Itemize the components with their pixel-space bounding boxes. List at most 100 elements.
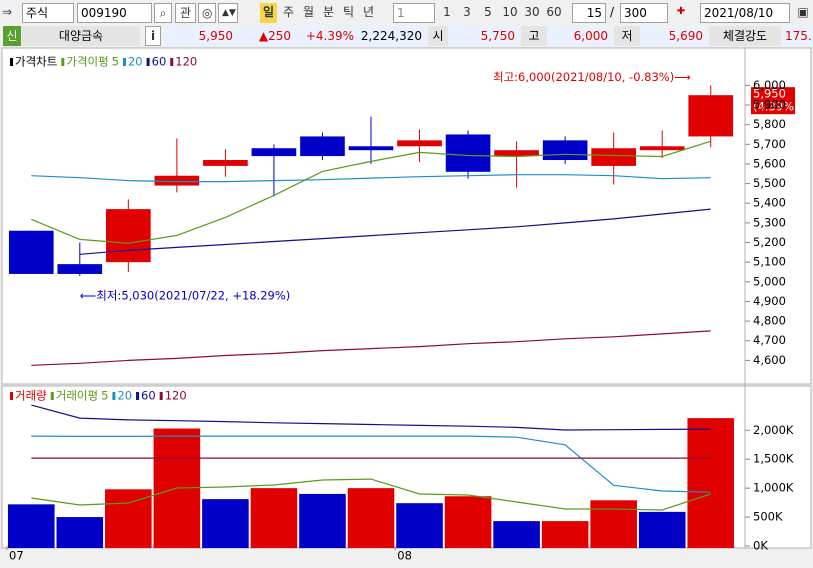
search-button[interactable]: ⌕ (154, 3, 172, 23)
open-label: 시 (428, 26, 448, 46)
last-change: (4.39%) (753, 100, 799, 114)
price: 5,950 (165, 26, 237, 46)
change: ▲250 (238, 26, 295, 46)
volume-bar (7, 504, 55, 548)
count-input[interactable]: 15 (572, 3, 606, 23)
volume-bar (590, 500, 637, 548)
legend-entry: 60 (141, 389, 156, 403)
low: 5,690 (641, 26, 707, 46)
candle-body (57, 264, 103, 274)
y-tick-label: 1,000K (753, 481, 794, 495)
y-tick-label: 1,500K (753, 452, 794, 466)
y-tick-label: 4,800 (753, 314, 786, 328)
strength: 175.5 (782, 26, 813, 46)
total-input[interactable]: 300 (620, 3, 668, 23)
legend-entry: 20 (117, 389, 132, 403)
legend-marker (10, 58, 13, 66)
volume-bar (687, 418, 735, 548)
minute-10[interactable]: 10 (502, 5, 518, 19)
last-price: 5,950 (753, 87, 786, 101)
menu-icon[interactable]: ⇒ (2, 5, 13, 19)
legend-marker (159, 392, 163, 400)
period-tick[interactable]: 틱 (342, 5, 355, 19)
moving-average-line (31, 404, 711, 431)
legend-marker (146, 58, 150, 66)
stock-name: 대양금속 (22, 26, 140, 46)
volume-bar (444, 496, 492, 548)
minute-5[interactable]: 5 (484, 5, 492, 19)
y-tick-label: 5,200 (753, 235, 786, 249)
candle-body (251, 148, 297, 157)
max-annotation: 최고:6,000(2021/08/10, -0.83%)⟶ (493, 70, 691, 84)
x-tick-label: 08 (397, 549, 412, 563)
y-tick-label: 5,000 (753, 274, 786, 288)
period-day[interactable]: 일 (260, 3, 277, 23)
volume-bar (396, 503, 443, 548)
code-input[interactable]: 009190 (77, 3, 152, 23)
unit-select[interactable]: 1 (393, 3, 435, 23)
date-select[interactable]: 2021/08/10 (700, 3, 790, 23)
y-tick-label: 5,900 (753, 98, 786, 112)
period-week[interactable]: 주 (282, 5, 295, 19)
volume-bar (541, 521, 589, 548)
volume-bar (347, 488, 395, 548)
legend-marker (122, 58, 126, 66)
watch-button[interactable]: 관 (175, 3, 196, 23)
legend-entry: 5 (112, 55, 119, 69)
legend-entry: 120 (165, 389, 187, 403)
config-icon[interactable]: ▣ (797, 5, 809, 19)
candle-body (688, 95, 734, 137)
candle-body (591, 148, 636, 166)
y-tick-label: 5,300 (753, 215, 786, 229)
market-select[interactable]: 주식 (22, 3, 74, 23)
minute-60[interactable]: 60 (546, 5, 562, 19)
minute-3[interactable]: 3 (463, 5, 471, 19)
y-tick-label: 5,600 (753, 156, 786, 170)
volume-bar (56, 517, 104, 548)
legend-marker (112, 392, 116, 400)
high: 6,000 (548, 26, 612, 46)
open: 5,750 (449, 26, 519, 46)
legend-marker (170, 58, 174, 66)
x-tick-label: 07 (9, 549, 24, 563)
candle-body (106, 209, 151, 263)
period-month[interactable]: 월 (302, 5, 315, 19)
y-tick-label: 6,000 (753, 78, 786, 92)
info-button[interactable]: i (145, 26, 161, 46)
candle-body (300, 136, 345, 157)
moving-average-line (31, 174, 711, 183)
rate: +4.39% (296, 26, 358, 46)
candle-body (8, 230, 54, 274)
candle-body (154, 175, 200, 186)
legend-entry: 120 (175, 55, 197, 69)
candle-body (542, 140, 588, 161)
icon-button[interactable]: ◎ (198, 3, 216, 23)
candle-body (348, 146, 394, 151)
legend-entry: 20 (128, 55, 143, 69)
period-minute[interactable]: 분 (322, 5, 335, 19)
minute-30[interactable]: 30 (524, 5, 540, 19)
zoom-icon[interactable]: ✚ (676, 6, 686, 17)
spin-button[interactable]: ▲▼ (218, 3, 238, 23)
volume-bar (202, 499, 249, 548)
legend-ma-title: 거래이평 (56, 389, 98, 403)
volume-bar (105, 489, 152, 548)
legend-title: 가격차트 (15, 55, 57, 69)
volume-bar (299, 493, 346, 548)
y-tick-label: 4,700 (753, 333, 786, 347)
period-year[interactable]: 년 (362, 5, 375, 19)
credit-badge: 신 (3, 26, 21, 46)
minute-1[interactable]: 1 (443, 5, 451, 19)
y-tick-label: 5,100 (753, 255, 786, 269)
high-label: 고 (521, 26, 547, 46)
legend-entry: 5 (101, 389, 108, 403)
y-tick-label: 0K (753, 539, 768, 553)
y-tick-label: 2,000K (753, 423, 794, 437)
volume-bar (493, 521, 540, 548)
candle-body (494, 150, 539, 157)
slash: / (610, 5, 615, 19)
candle-body (203, 160, 248, 166)
candle-body (639, 146, 685, 151)
